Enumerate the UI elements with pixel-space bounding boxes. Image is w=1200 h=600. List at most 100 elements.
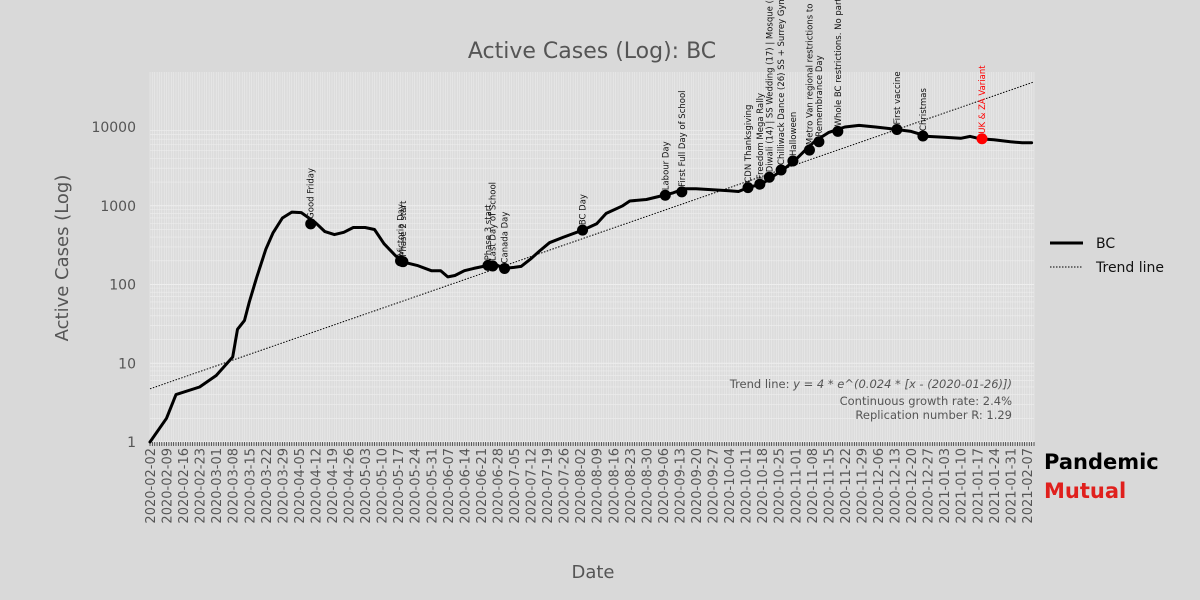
trend-growth-rate: Continuous growth rate: 2.4% xyxy=(840,394,1012,408)
x-tick-label: 2021-02-07 xyxy=(1021,448,1036,524)
x-tick-label: 2020-12-06 xyxy=(872,448,887,524)
chart-title: Active Cases (Log): BC xyxy=(468,39,716,64)
brand-logo: Pandemic Mutual xyxy=(1044,450,1159,503)
y-axis-ticks: 1 10 100 1000 10000 xyxy=(91,120,136,451)
x-tick-label: 2020-02-23 xyxy=(194,448,209,524)
event-label: Chilliwack Dance (26) SS + Surrey Gym SS xyxy=(777,0,787,165)
event-label: BC Day xyxy=(579,194,589,225)
event-marker xyxy=(305,218,317,230)
x-tick-label: 2020-10-11 xyxy=(740,448,755,524)
x-tick-label: 2020-02-02 xyxy=(144,448,159,524)
y-tick-label: 1 xyxy=(127,435,136,451)
event-marker xyxy=(754,178,766,190)
brand-line-2: Mutual xyxy=(1044,479,1126,503)
event-label: First vaccine xyxy=(893,71,903,124)
event-label: Victoria Day xyxy=(397,204,407,256)
x-tick-label: 2020-05-31 xyxy=(425,448,440,524)
x-tick-label: 2020-09-20 xyxy=(690,448,705,524)
x-tick-label: 2020-11-08 xyxy=(806,448,821,524)
x-tick-label: 2020-11-01 xyxy=(789,448,804,524)
x-tick-label: 2020-03-01 xyxy=(210,448,225,524)
x-tick-label: 2020-05-17 xyxy=(392,448,407,524)
x-tick-label: 2020-10-18 xyxy=(756,448,771,524)
y-tick-label: 100 xyxy=(109,278,136,294)
trend-formula-expression: y = 4 * e^(0.024 * [x - (2020-01-26)]) xyxy=(792,377,1012,391)
event-marker xyxy=(763,171,775,183)
event-marker xyxy=(891,124,903,136)
event-label: Remembrance Day xyxy=(815,55,825,136)
x-tick-label: 2020-08-02 xyxy=(574,448,589,524)
x-tick-label: 2020-05-24 xyxy=(409,448,424,524)
x-tick-label: 2020-09-13 xyxy=(673,448,688,524)
x-tick-label: 2020-04-26 xyxy=(343,448,358,524)
event-marker xyxy=(676,186,688,198)
x-tick-label: 2020-09-27 xyxy=(707,448,722,524)
x-tick-label: 2020-05-03 xyxy=(359,448,374,524)
event-marker xyxy=(775,164,787,176)
event-label: Phase 3 start xyxy=(484,204,494,261)
x-tick-label: 2020-08-30 xyxy=(640,448,655,524)
x-tick-label: 2021-01-24 xyxy=(988,448,1003,524)
trend-formula-prefix: Trend line: xyxy=(729,377,793,391)
legend-label-bc: BC xyxy=(1096,236,1115,252)
series-group xyxy=(148,123,1034,444)
grid xyxy=(149,72,1035,443)
x-tick-label: 2020-12-20 xyxy=(905,448,920,524)
event-marker xyxy=(803,144,815,156)
event-marker xyxy=(832,125,844,137)
event-label: Freedom Mega Rally xyxy=(756,93,766,179)
event-label: CDN Thanksgiving xyxy=(744,105,754,183)
y-tick-label: 10000 xyxy=(91,120,136,136)
x-tick-label: 2020-09-06 xyxy=(657,448,672,524)
x-axis-ticks: 2020-02-02 2020-02-09 2020-02-16 2020-02-23… xyxy=(144,442,1036,524)
event-label: Whole BC restrictions. No parties xyxy=(834,0,844,126)
bc-series-line xyxy=(148,123,1034,444)
x-tick-label: 2020-08-23 xyxy=(624,448,639,524)
event-label: Last Day of School xyxy=(489,182,499,261)
event-marker xyxy=(742,182,754,194)
x-tick-label: 2020-08-16 xyxy=(607,448,622,524)
x-tick-label: 2020-02-16 xyxy=(177,448,192,524)
event-label: Labour Day xyxy=(661,141,671,190)
x-tick-label: 2021-01-17 xyxy=(971,448,986,524)
x-tick-label: 2020-06-28 xyxy=(491,448,506,524)
event-label: Halloween xyxy=(789,112,799,156)
x-tick-label: 2020-12-27 xyxy=(922,448,937,524)
x-tick-label: 2020-07-05 xyxy=(508,448,523,524)
legend: BC Trend line xyxy=(1050,236,1164,276)
x-tick-label: 2020-02-09 xyxy=(161,448,176,524)
event-label: Phase 2 start xyxy=(399,200,409,257)
x-tick-label: 2020-11-29 xyxy=(855,448,870,524)
x-tick-label: 2020-07-26 xyxy=(558,448,573,524)
legend-label-trend: Trend line xyxy=(1095,260,1164,276)
trend-annotation: Trend line: y = 4 * e^(0.024 * [x - (202… xyxy=(729,377,1012,422)
event-marker xyxy=(499,262,511,274)
x-tick-label: 2020-12-13 xyxy=(889,448,904,524)
event-label: Canada Day xyxy=(501,212,511,264)
y-axis-label: Active Cases (Log) xyxy=(52,175,73,342)
event-marker xyxy=(917,130,929,142)
x-tick-label: 2020-06-21 xyxy=(475,448,490,524)
x-tick-label: 2021-01-10 xyxy=(955,448,970,524)
event-marker xyxy=(397,256,409,268)
trend-formula: Trend line: y = 4 * e^(0.024 * [x - (202… xyxy=(729,377,1012,391)
y-tick-label: 10 xyxy=(118,356,136,372)
x-tick-label: 2020-08-09 xyxy=(591,448,606,524)
y-tick-label: 1000 xyxy=(100,199,136,215)
event-label: Christmas xyxy=(919,88,929,131)
x-axis-label: Date xyxy=(571,562,614,583)
x-tick-label: 2020-04-05 xyxy=(293,448,308,524)
x-tick-label: 2020-07-19 xyxy=(541,448,556,524)
event-label: UK & ZA Variant xyxy=(978,65,988,134)
x-tick-label: 2020-11-15 xyxy=(822,448,837,524)
x-tick-label: 2020-07-12 xyxy=(525,448,540,524)
event-marker xyxy=(659,189,671,201)
x-tick-label: 2020-06-14 xyxy=(458,448,473,524)
x-tick-label: 2020-03-22 xyxy=(260,448,275,524)
x-tick-label: 2020-04-12 xyxy=(309,448,324,524)
x-tick-label: 2021-01-03 xyxy=(938,448,953,524)
x-tick-label: 2020-03-15 xyxy=(243,448,258,524)
x-tick-label: 2020-05-10 xyxy=(376,448,391,524)
